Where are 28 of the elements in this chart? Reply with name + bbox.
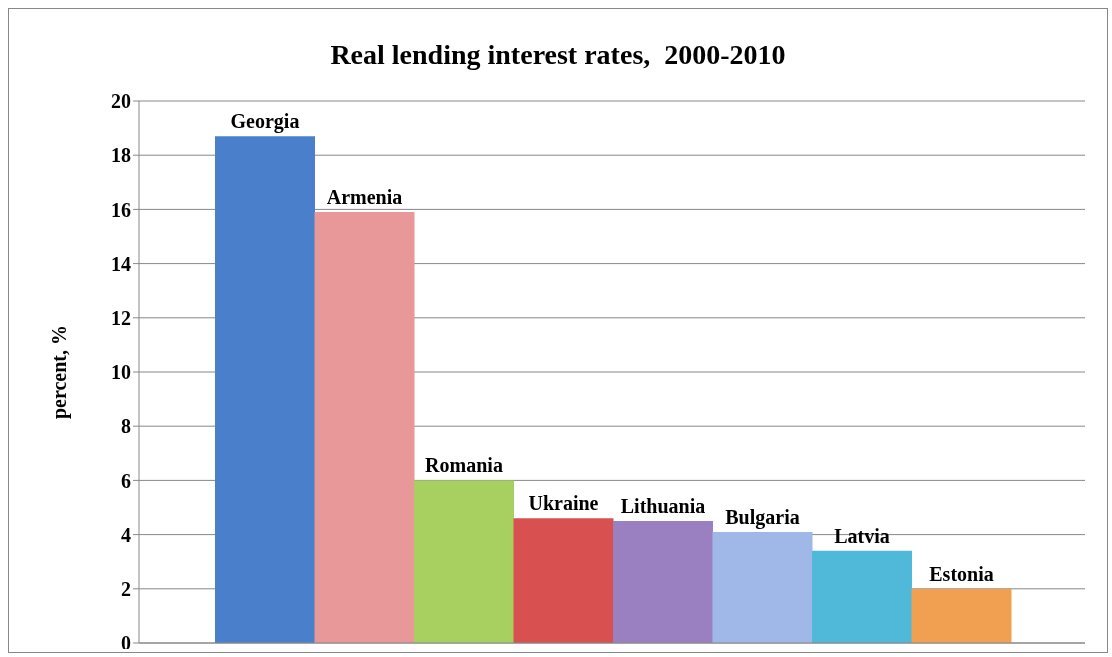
bar [613, 521, 713, 643]
y-tick-label: 4 [121, 523, 131, 546]
bar [911, 588, 1012, 643]
bar [215, 136, 315, 643]
chart-title: Real lending interest rates, 2000-2010 [329, 39, 787, 72]
x-tick-label: Romania [425, 454, 503, 477]
y-tick-label: 14 [111, 252, 131, 275]
x-tick-label: Ukraine [528, 492, 599, 515]
y-axis-title: percent, % [48, 324, 72, 420]
x-tick-label: Bulgaria [725, 505, 800, 529]
x-tick-label: Armenia [326, 186, 403, 209]
bar [314, 212, 415, 643]
bar [712, 531, 813, 643]
bar [414, 480, 514, 643]
bar [812, 550, 912, 643]
y-tick-label: 20 [111, 90, 131, 113]
x-tick-label: Estonia [929, 562, 994, 585]
x-tick-label: Lithuania [620, 495, 706, 518]
y-tick-label: 18 [111, 144, 131, 167]
bar [513, 518, 614, 643]
x-tick-label: Georgia [230, 110, 300, 134]
y-tick-label: 6 [121, 469, 131, 492]
x-tick-label: Latvia [834, 524, 890, 547]
y-tick-label: 8 [121, 415, 131, 438]
y-tick-label: 2 [121, 577, 131, 600]
y-tick-label: 16 [111, 198, 131, 221]
y-tick-label: 12 [111, 306, 131, 329]
y-tick-label: 10 [111, 361, 131, 384]
